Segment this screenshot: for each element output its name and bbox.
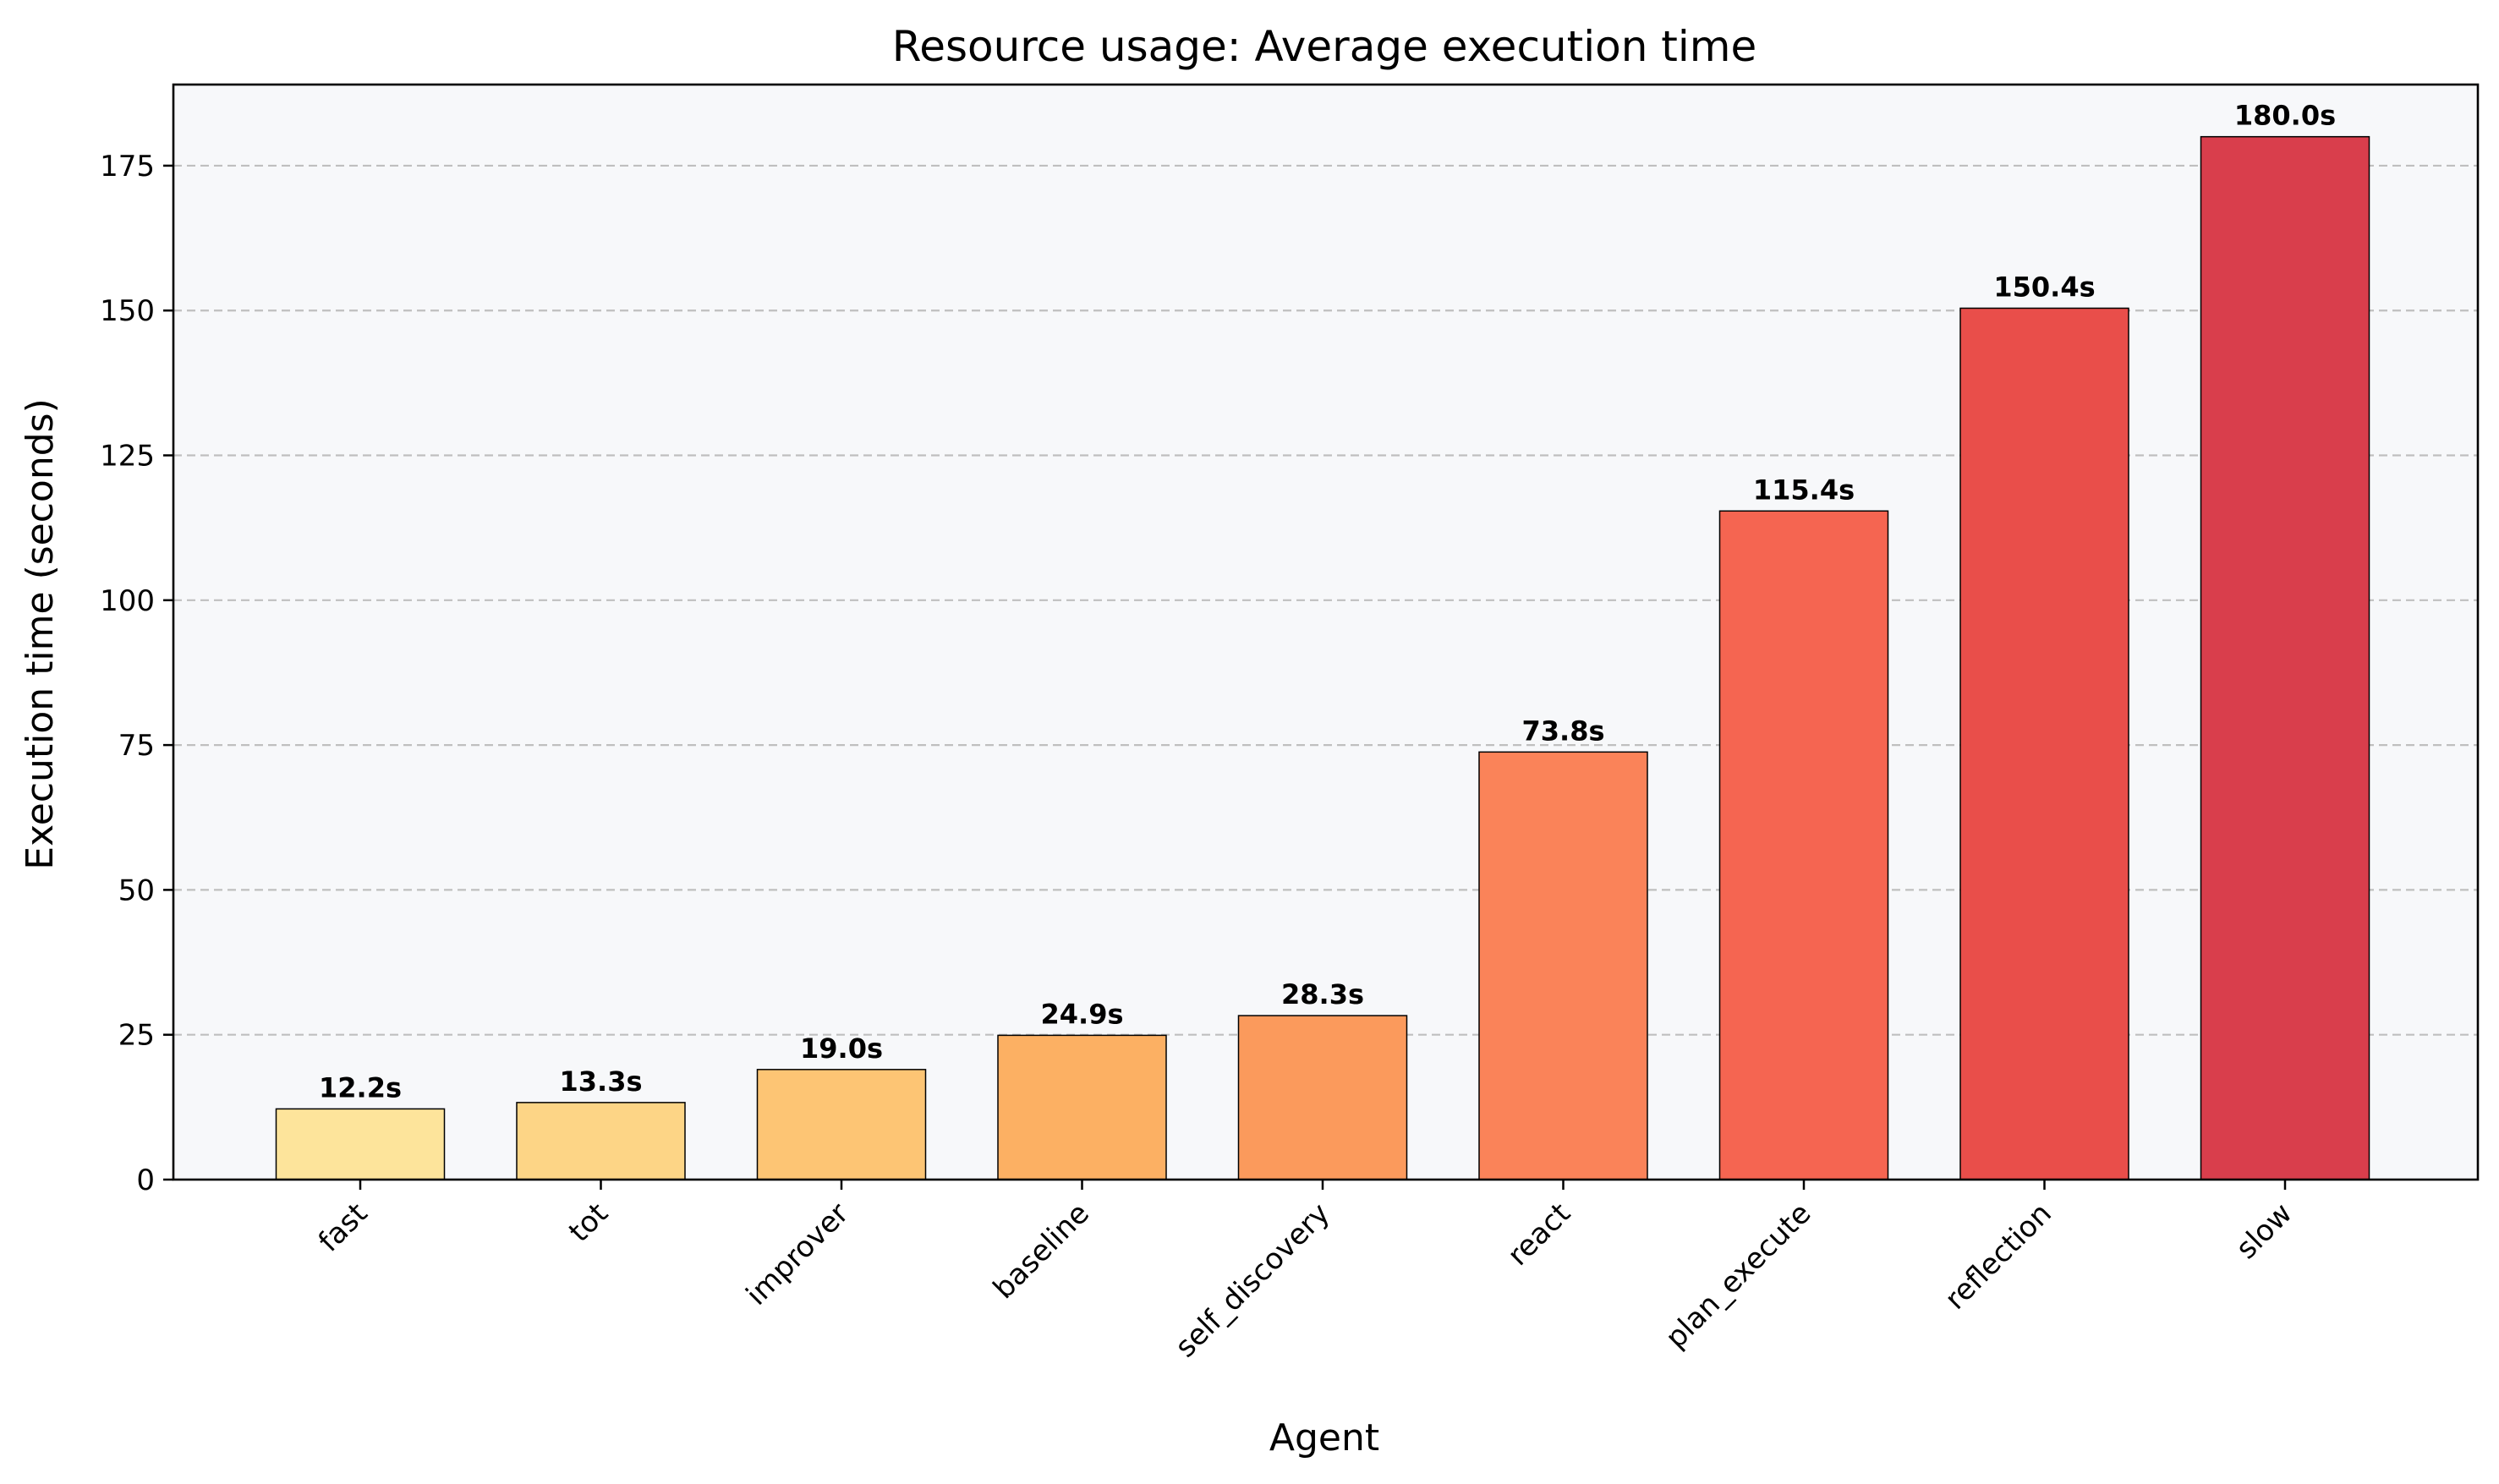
y-tick-label: 50 — [118, 873, 155, 907]
y-tick-label: 75 — [118, 729, 155, 763]
bar-react — [1478, 751, 1648, 1180]
y-tick-label: 125 — [100, 440, 155, 474]
x-tick-label-fast: fast — [312, 1197, 374, 1258]
value-label-improver: 19.0s — [800, 1032, 883, 1065]
y-tick-label: 100 — [100, 584, 155, 618]
y-tick-label: 175 — [100, 150, 155, 183]
x-tick-label-self_discovery: self_discovery — [1169, 1197, 1336, 1364]
x-tick-label-react: react — [1501, 1197, 1577, 1273]
x-tick-label-slow: slow — [2229, 1197, 2299, 1266]
value-label-fast: 12.2s — [319, 1071, 402, 1103]
y-tick-label: 25 — [118, 1019, 155, 1053]
x-tick-label-tot: tot — [562, 1197, 615, 1249]
x-axis: fast tot improver baseline self_discovery rea… — [312, 1180, 2299, 1364]
x-axis-label: Agent — [1269, 1416, 1379, 1459]
value-label-plan_execute: 115.4s — [1753, 474, 1855, 506]
value-label-tot: 13.3s — [560, 1065, 643, 1098]
y-axis-label: Execution time (seconds) — [19, 398, 62, 869]
bar-reflection — [1959, 307, 2129, 1180]
value-label-reflection: 150.4s — [1993, 271, 2095, 303]
value-label-react: 73.8s — [1522, 715, 1605, 747]
y-tick-label: 150 — [100, 294, 155, 328]
bar-fast — [275, 1108, 446, 1180]
bar-improver — [756, 1069, 927, 1180]
y-grid — [173, 164, 2478, 1036]
y-tick-label: 0 — [136, 1164, 155, 1197]
x-tick-label-plan_execute: plan_execute — [1659, 1197, 1818, 1355]
x-tick-label-reflection: reflection — [1938, 1197, 2058, 1317]
x-tick-label-improver: improver — [740, 1197, 856, 1312]
chart-title: Resource usage: Average execution time — [892, 22, 1757, 71]
bar-baseline — [997, 1034, 1167, 1180]
bar-self_discovery — [1237, 1015, 1408, 1180]
plot-frame — [172, 83, 2480, 1181]
y-axis: 0 25 50 75 100 125 150 175 — [100, 150, 173, 1197]
x-tick-label-baseline: baseline — [987, 1197, 1096, 1306]
value-label-baseline: 24.9s — [1041, 998, 1124, 1030]
bar-tot — [516, 1102, 686, 1180]
value-label-slow: 180.0s — [2234, 100, 2336, 132]
bar-plan_execute — [1718, 510, 1889, 1180]
bar-slow — [2200, 135, 2370, 1180]
value-label-self_discovery: 28.3s — [1281, 978, 1364, 1010]
bars: 12.2s 13.3s 19.0s 24.9s 28.3s 73.8s 115.4s 150.… — [275, 100, 2370, 1180]
